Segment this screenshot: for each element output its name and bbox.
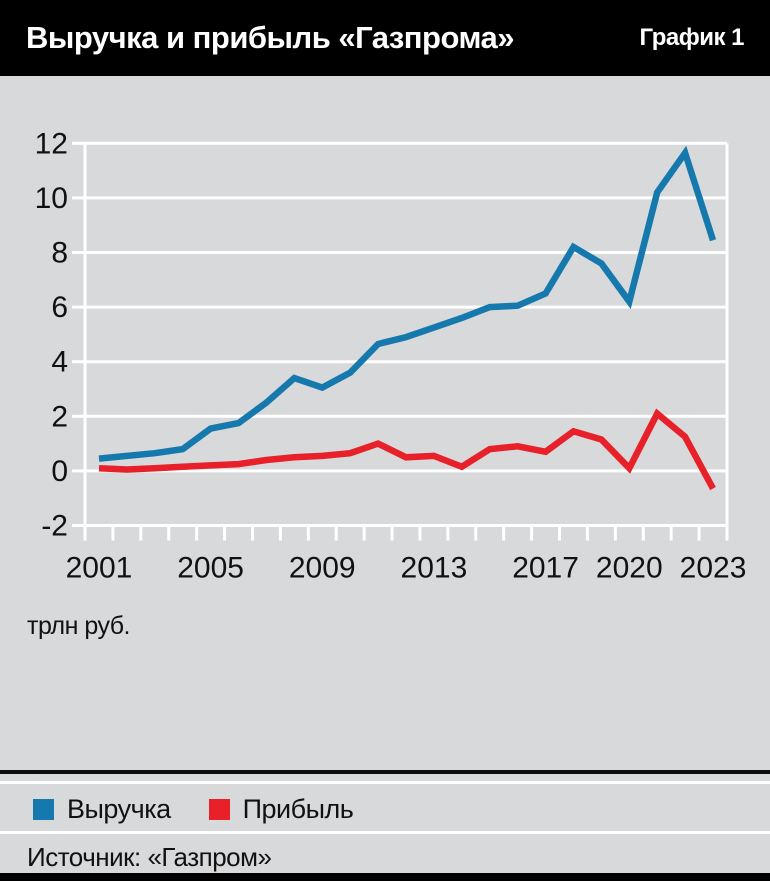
legend-label-profit: Прибыль xyxy=(242,793,354,824)
y-axis-label-8: 8 xyxy=(51,237,68,270)
y-axis-label-0: 0 xyxy=(51,455,68,488)
line-chart: 12 10 8 6 4 2 0 -2 2001 2005 2009 2013 2017 2020 2023 xyxy=(35,127,747,585)
divider-white-bottom xyxy=(0,831,770,834)
legend-swatch-revenue xyxy=(33,798,54,820)
y-axis-label-2: 2 xyxy=(51,400,68,433)
legend-swatch-profit xyxy=(208,798,230,820)
x-axis-label-2013: 2013 xyxy=(401,552,468,585)
x-axis-label-2023: 2023 xyxy=(680,552,747,585)
legend-label-revenue: Выручка xyxy=(67,793,171,824)
profit-line-series xyxy=(98,408,716,491)
y-axis-label--2: -2 xyxy=(41,510,68,543)
y-axis-label-10: 10 xyxy=(35,182,68,215)
y-axis-label-12: 12 xyxy=(35,127,68,160)
divider-dark-line xyxy=(0,770,770,774)
x-axis-label-2005: 2005 xyxy=(177,552,244,585)
legend-item-profit: Прибыль xyxy=(208,793,354,825)
page-title: Выручка и прибыль «Газпрома» xyxy=(26,20,515,55)
y-axis-label-6: 6 xyxy=(51,291,68,324)
source-label: Источник: «Газпром» xyxy=(27,842,272,872)
x-axis-label-2009: 2009 xyxy=(289,552,356,585)
x-axis-label-2017: 2017 xyxy=(512,552,579,585)
units-label: трлн руб. xyxy=(27,612,131,640)
chart-legend: Выручка Прибыль xyxy=(33,789,354,829)
legend-item-revenue: Выручка xyxy=(33,794,171,825)
chart-number-label: График 1 xyxy=(639,24,745,51)
footer-bar xyxy=(0,873,770,881)
revenue-line-series xyxy=(98,145,717,462)
x-axis-label-2001: 2001 xyxy=(66,552,133,585)
header-bar: Выручка и прибыль «Газпрома» График 1 xyxy=(0,0,770,76)
y-axis-label-4: 4 xyxy=(51,346,68,379)
x-axis-label-2020: 2020 xyxy=(596,552,663,585)
divider-white-top xyxy=(0,781,770,784)
